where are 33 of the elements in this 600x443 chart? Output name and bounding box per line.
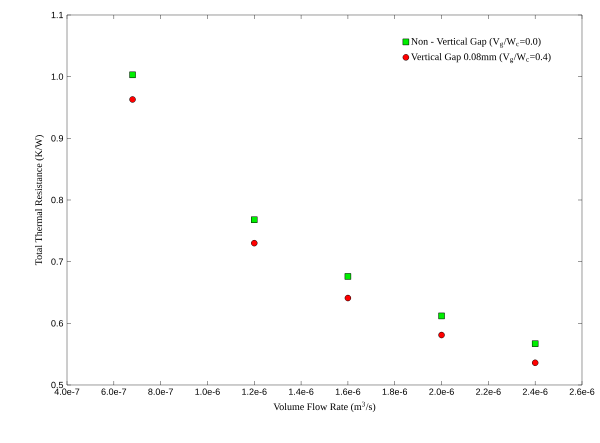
point [438,332,445,338]
y-tick-label: 0.8 [51,196,64,204]
point [251,216,258,223]
x-tick-label: 1.2e-6 [242,388,267,395]
point [344,294,352,302]
x-tick-label: 2.4e-6 [522,388,548,395]
x-tick-label: 1.4e-6 [289,388,314,395]
point [438,312,445,320]
y-tick-label: 1.1 [52,12,64,18]
point [129,96,136,103]
y-tick-label: 0.6 [51,320,64,327]
point [344,273,352,280]
y-tick-label: 0.9 [51,135,64,142]
x-tick-label: 2.0e-6 [429,388,454,395]
x-tick-label: 4.0e-7 [54,388,80,395]
x-tick-label: 2.6e-6 [570,388,594,395]
x-tick-label: 1.8e-6 [382,388,408,395]
x-tick-label: 2.2e-6 [476,388,501,395]
point [251,240,258,246]
x-tick-label: 1.0e-6 [195,388,220,395]
x-tick-label: 8.0e-7 [148,388,173,395]
point [532,340,538,347]
y-tick-label: 0.7 [51,258,64,265]
y-axis-title: Total Thermal Resistance (K/W) [35,135,44,266]
x-tick-label: 1.6e-6 [336,388,360,395]
x-axis-title: Volume Flow Rate (m$^{3}$/s) [273,402,376,412]
y-tick-label: 1.0 [52,73,64,80]
point [532,360,538,366]
legend-label: Vertical Gap 0.08mm (V$_{g}$/W$_{c}$=0.4) [411,53,551,64]
point [129,72,136,78]
x-tick-label: 6.0e-7 [102,388,126,395]
legend-label: Non - Vertical Gap (V$_{g}$/W$_{c}$=0.0) [411,38,541,48]
y-tick-label: 0.5 [51,382,64,388]
